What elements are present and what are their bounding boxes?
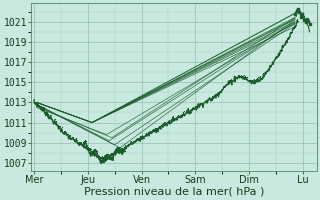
- X-axis label: Pression niveau de la mer( hPa ): Pression niveau de la mer( hPa ): [84, 187, 264, 197]
